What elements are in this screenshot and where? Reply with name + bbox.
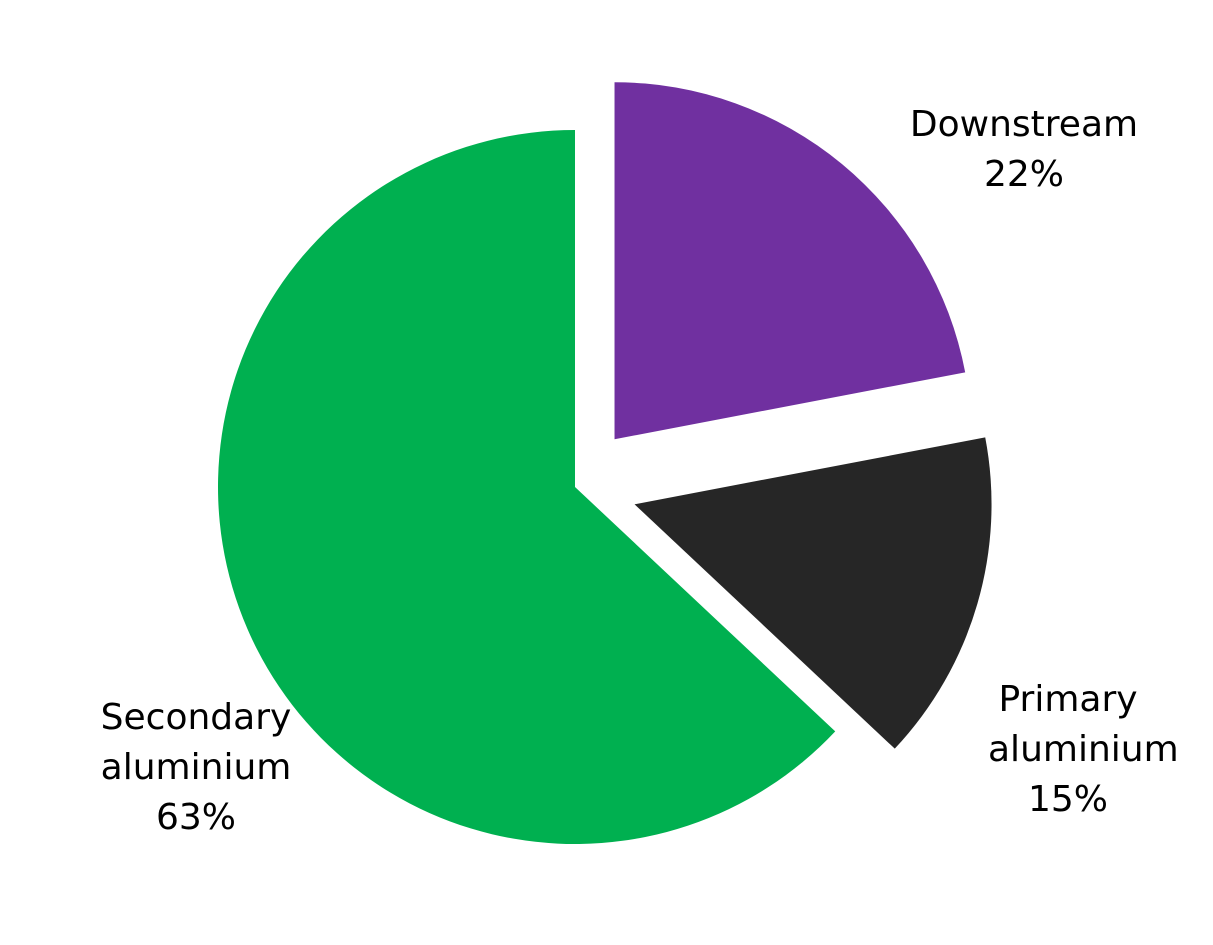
- slice-label: Secondary aluminium 63%: [66, 693, 326, 843]
- value-label: 63%: [155, 797, 236, 838]
- value-label: 15%: [1027, 779, 1108, 820]
- value-label: 22%: [983, 154, 1064, 195]
- pie-slice: [614, 82, 966, 440]
- slice-label: Primary aluminium 15%: [938, 675, 1198, 825]
- category-label: Primary aluminium: [988, 679, 1179, 770]
- slice-label: Downstream 22%: [894, 100, 1154, 200]
- category-label: Secondary aluminium: [100, 697, 292, 788]
- category-label: Downstream: [909, 104, 1139, 145]
- pie-slice: [634, 437, 992, 749]
- pie-slice: [218, 130, 836, 844]
